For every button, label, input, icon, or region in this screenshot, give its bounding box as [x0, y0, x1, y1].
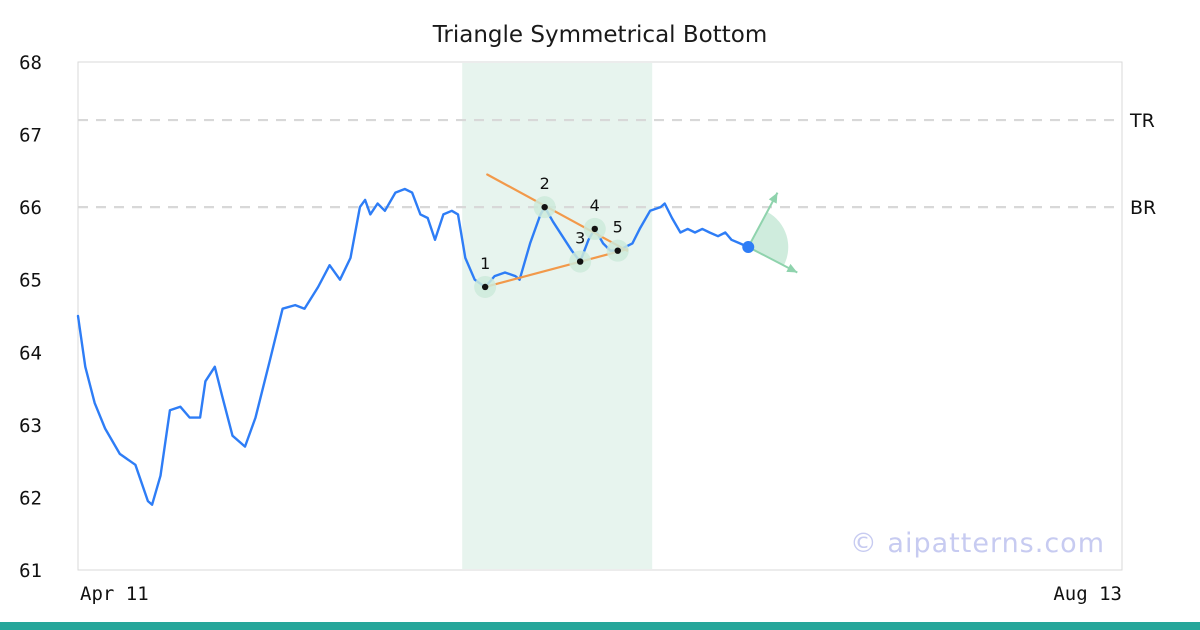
price-line: [76, 187, 750, 506]
projection-dot: [742, 241, 755, 254]
pattern-point-dot: [576, 258, 584, 265]
pattern-highlight-band: [462, 63, 653, 569]
y-tick-label: 62: [19, 487, 42, 509]
y-tick-label: 67: [19, 125, 42, 147]
y-tick-label: 61: [19, 560, 42, 582]
y-tick-label: 66: [19, 197, 42, 219]
pattern-point-label: 1: [480, 254, 490, 273]
y-tick-label: 65: [19, 270, 42, 292]
watermark: © aipatterns.com: [849, 528, 1105, 559]
pattern-point-label: 4: [590, 196, 600, 215]
level-label-br: BR: [1130, 197, 1156, 219]
pattern-point-dot: [541, 203, 548, 211]
level-label-tr: TR: [1129, 110, 1155, 132]
pattern-point-label: 2: [540, 174, 550, 193]
chart-title: Triangle Symmetrical Bottom: [432, 22, 768, 48]
y-tick-label: 68: [19, 52, 42, 74]
pattern-point-label: 3: [575, 229, 585, 248]
pattern-point-label: 5: [613, 218, 623, 237]
projection-arrowhead-2: [786, 263, 798, 273]
pattern-trendline-1: [486, 173, 629, 252]
projection-arrow-1: [747, 192, 779, 248]
pattern-point-dot: [481, 283, 489, 291]
x-tick-label-right: Aug 13: [1053, 583, 1122, 605]
projection-arrowhead-1: [768, 192, 778, 204]
y-tick-label: 64: [19, 342, 42, 364]
pattern-point-dot: [614, 247, 621, 254]
y-tick-label: 63: [19, 415, 42, 437]
pattern-point-dot: [591, 225, 598, 233]
pattern-trendline-2: [484, 248, 629, 289]
bottom-accent-bar: [0, 622, 1200, 630]
x-tick-label-left: Apr 11: [80, 583, 149, 605]
